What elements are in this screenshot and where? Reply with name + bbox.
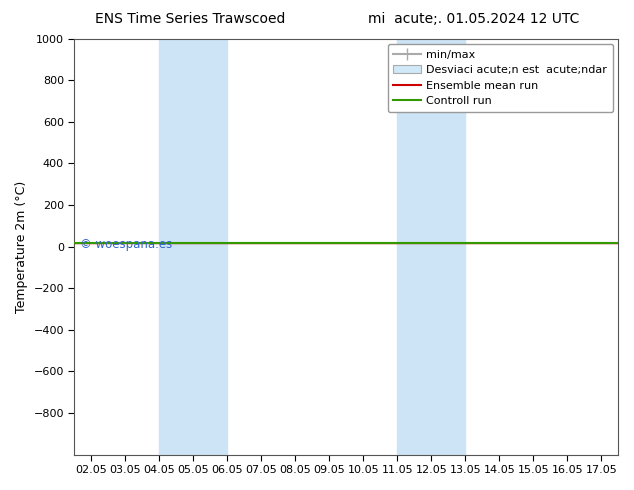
Legend: min/max, Desviaci acute;n est  acute;ndar, Ensemble mean run, Controll run: min/max, Desviaci acute;n est acute;ndar… [387, 44, 613, 112]
Text: ENS Time Series Trawscoed: ENS Time Series Trawscoed [95, 12, 285, 26]
Text: © woespana.es: © woespana.es [80, 238, 172, 251]
Y-axis label: Temperature 2m (°C): Temperature 2m (°C) [15, 180, 28, 313]
Bar [160, 39, 228, 455]
Text: mi  acute;. 01.05.2024 12 UTC: mi acute;. 01.05.2024 12 UTC [368, 12, 579, 26]
Bar [398, 39, 465, 455]
